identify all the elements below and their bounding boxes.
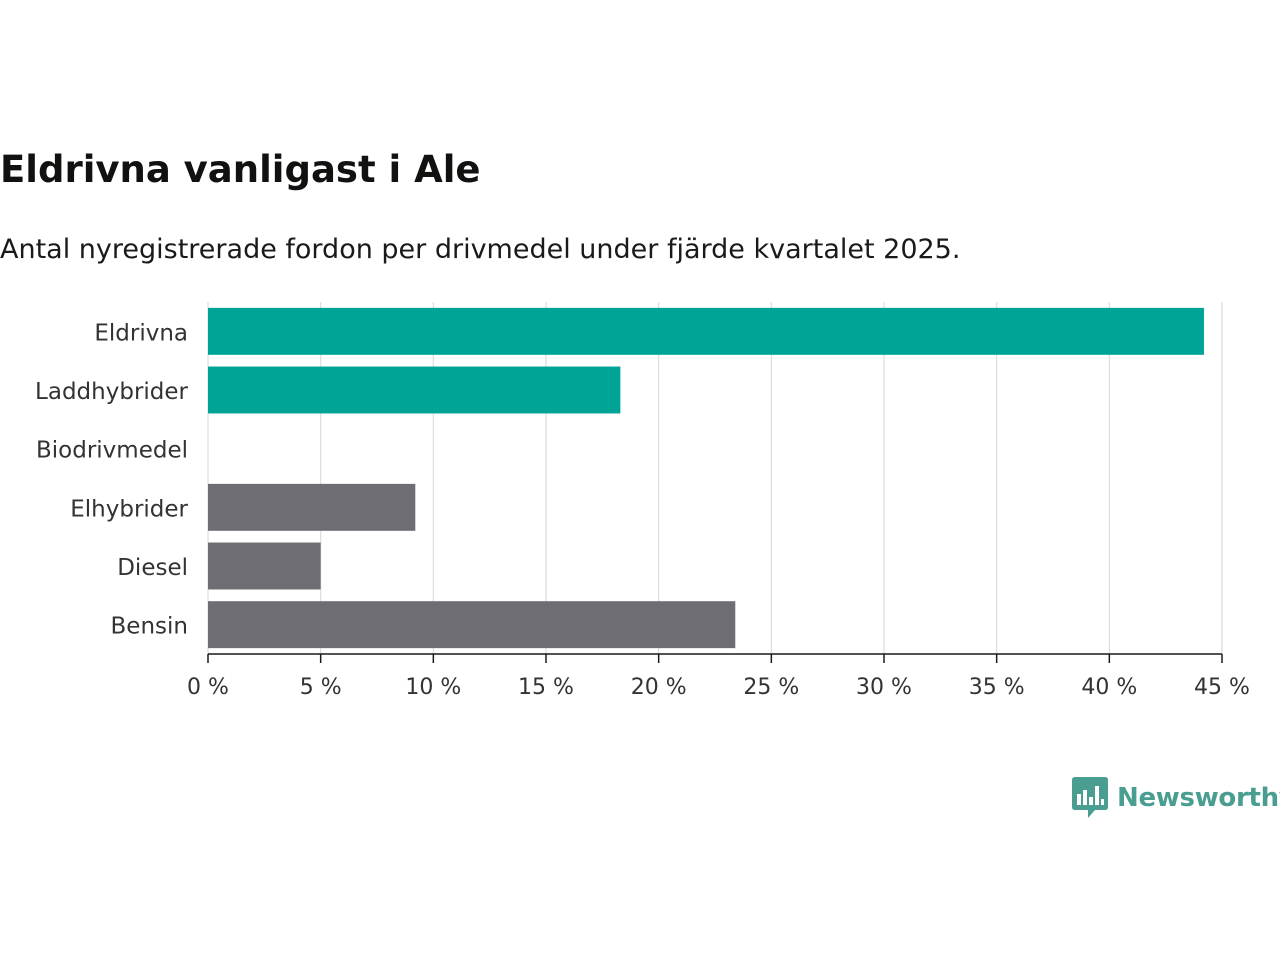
- x-tick-label-2: 10 %: [405, 675, 461, 700]
- newsworthy-logo-icon: [1072, 777, 1108, 818]
- gridlines: [207, 302, 1223, 654]
- bar-bensin: [208, 601, 736, 649]
- bar-eldrivna: [208, 307, 1204, 355]
- x-tick-label-7: 35 %: [969, 675, 1025, 700]
- x-tick-label-3: 15 %: [518, 675, 574, 700]
- category-label-elhybrider: Elhybrider: [70, 496, 188, 522]
- x-tick-label-9: 45 %: [1194, 675, 1250, 700]
- x-tick-label-6: 30 %: [856, 675, 912, 700]
- x-tick-label-0: 0 %: [187, 675, 229, 700]
- x-tick-label-4: 20 %: [631, 675, 687, 700]
- chart-title: Eldrivna vanligast i Ale: [0, 148, 481, 191]
- newsworthy-logo: Newsworthy: [1072, 776, 1280, 820]
- bar-diesel: [208, 542, 321, 590]
- bars: [208, 307, 1204, 649]
- category-label-bensin: Bensin: [111, 614, 188, 640]
- category-label-eldrivna: Eldrivna: [94, 320, 188, 346]
- x-tick-label-1: 5 %: [300, 675, 342, 700]
- chart-subtitle: Antal nyregistrerade fordon per drivmede…: [0, 234, 961, 265]
- x-axis: 0 % 5 % 10 % 15 % 20 % 25 % 30 % 35 % 40 % 45 %: [187, 653, 1250, 700]
- bar-laddhybrider: [208, 366, 621, 414]
- category-label-biodrivmedel: Biodrivmedel: [36, 438, 188, 464]
- x-tick-label-8: 40 %: [1081, 675, 1137, 700]
- brand-name: Newsworthy: [1117, 783, 1280, 813]
- category-label-laddhybrider: Laddhybrider: [35, 379, 188, 405]
- category-labels: Eldrivna Laddhybrider Biodrivmedel Elhybrid…: [35, 320, 188, 639]
- x-tick-label-5: 25 %: [743, 675, 799, 700]
- category-label-diesel: Diesel: [117, 555, 188, 581]
- bar-elhybrider: [208, 483, 416, 531]
